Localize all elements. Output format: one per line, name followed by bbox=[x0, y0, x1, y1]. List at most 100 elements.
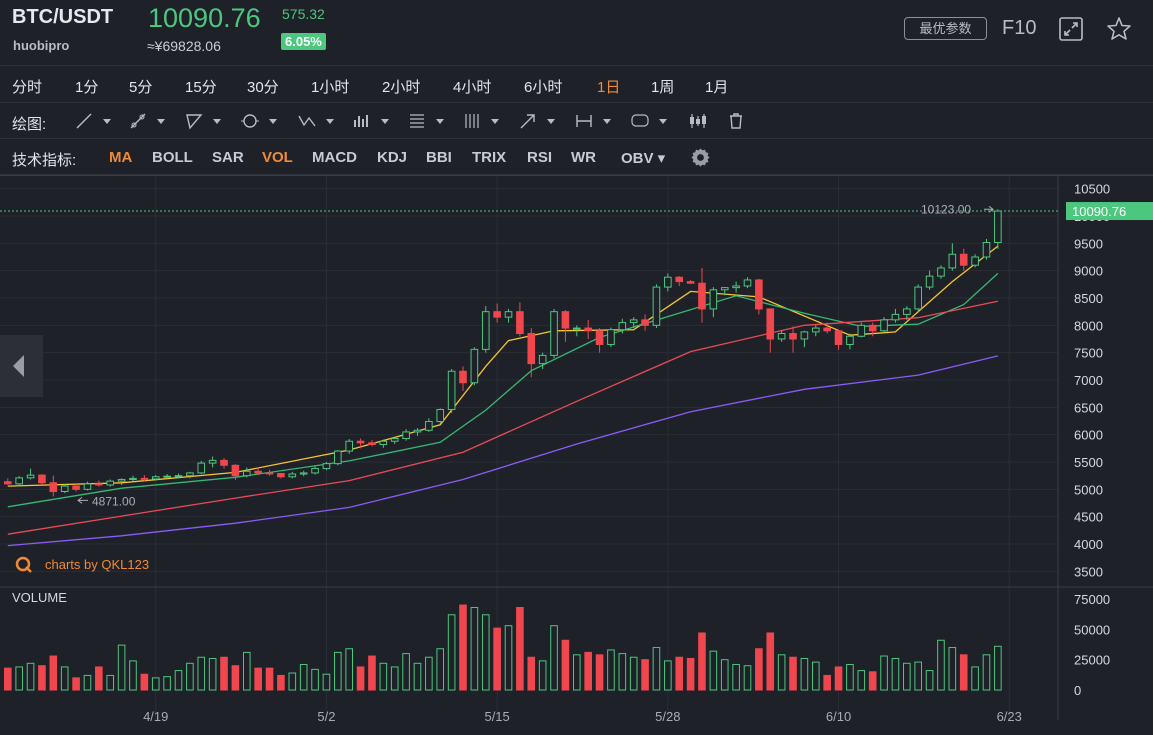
label-tool-icon[interactable] bbox=[630, 111, 670, 131]
collapse-sidebar-button[interactable] bbox=[0, 335, 43, 397]
volume-bar bbox=[811, 661, 820, 691]
candle-body bbox=[618, 322, 627, 331]
candle-body bbox=[868, 324, 877, 332]
volume-bar bbox=[390, 666, 399, 691]
candle-body bbox=[595, 330, 604, 345]
volume-bar bbox=[834, 666, 843, 691]
candle-body bbox=[800, 331, 809, 340]
candle-body bbox=[664, 276, 672, 288]
timeframe-11[interactable]: 1月 bbox=[705, 79, 729, 96]
zigzag-tool-icon[interactable] bbox=[297, 111, 337, 131]
volume-bar bbox=[436, 648, 445, 691]
y-tick-label: 9000 bbox=[1074, 264, 1103, 279]
timeframe-7[interactable]: 4小时 bbox=[453, 79, 492, 96]
arrow-tool-icon[interactable] bbox=[518, 111, 558, 131]
ma-line-ma5 bbox=[7, 245, 999, 487]
qkl-logo-tail bbox=[25, 566, 32, 573]
candle-body bbox=[197, 462, 206, 474]
indicator-kdj[interactable]: KDJ bbox=[377, 149, 408, 166]
candle-body bbox=[402, 431, 410, 439]
timeframe-9[interactable]: 1日 bbox=[597, 79, 621, 96]
volume-bar bbox=[686, 657, 695, 691]
triangle-tool-icon[interactable] bbox=[184, 111, 224, 131]
line-tool-icon[interactable] bbox=[74, 111, 114, 131]
indicator-vol[interactable]: VOL bbox=[262, 149, 293, 166]
indicator-ma[interactable]: MA bbox=[109, 149, 133, 166]
trash-icon[interactable] bbox=[726, 111, 746, 131]
timeframe-4[interactable]: 30分 bbox=[247, 79, 279, 96]
y-tick-label: 6500 bbox=[1074, 400, 1103, 415]
candle-body bbox=[607, 329, 615, 345]
timeframe-6[interactable]: 2小时 bbox=[382, 79, 421, 96]
volume-bar bbox=[368, 655, 376, 691]
price-chart[interactable]: 1050010000950090008500800075007000650060… bbox=[0, 175, 1153, 735]
candle-body bbox=[322, 463, 331, 470]
candle-body bbox=[481, 311, 490, 350]
candle-body bbox=[516, 311, 524, 335]
chevron-left-icon bbox=[13, 355, 24, 377]
timeframe-0[interactable]: 分时 bbox=[12, 79, 43, 96]
current-price-badge bbox=[1066, 202, 1153, 221]
price-cny: ≈¥69828.06 bbox=[147, 38, 221, 54]
gear-icon[interactable] bbox=[690, 147, 711, 168]
candle-body bbox=[834, 330, 843, 345]
candle-body bbox=[379, 440, 388, 446]
volume-bar bbox=[868, 671, 877, 691]
volume-bar bbox=[959, 654, 968, 691]
timeframe-8[interactable]: 6小时 bbox=[524, 79, 563, 96]
candle-body bbox=[208, 459, 217, 464]
indicator-rsi[interactable]: RSI bbox=[527, 149, 553, 166]
timeframe-3[interactable]: 15分 bbox=[185, 79, 217, 96]
volume-bar bbox=[38, 665, 46, 691]
indicator-trix[interactable]: TRIX bbox=[472, 149, 507, 166]
fullscreen-icon[interactable] bbox=[1058, 16, 1084, 42]
candle-body bbox=[732, 285, 740, 289]
volume-bar bbox=[698, 632, 706, 691]
indicator-obv[interactable]: OBV ▾ bbox=[621, 150, 666, 167]
candle-body bbox=[72, 485, 80, 490]
volume-bar bbox=[516, 606, 524, 691]
ray-tool-icon[interactable] bbox=[128, 111, 168, 131]
candle-body bbox=[83, 483, 92, 490]
timeframe-2[interactable]: 5分 bbox=[129, 79, 153, 96]
y-tick-label: 10500 bbox=[1074, 182, 1110, 197]
candle-body bbox=[914, 286, 923, 310]
best-params-button[interactable]: 最优参数 bbox=[904, 17, 987, 40]
pattern-tool-icon[interactable] bbox=[352, 111, 392, 131]
candle-body bbox=[766, 308, 775, 340]
candle-body bbox=[242, 470, 251, 477]
volume-bar bbox=[880, 655, 888, 691]
measure-tool-icon[interactable] bbox=[574, 111, 614, 131]
volume-bar bbox=[254, 667, 262, 691]
y-tick-label: 8500 bbox=[1074, 291, 1103, 306]
candle-body bbox=[709, 289, 718, 310]
volume-bar bbox=[413, 662, 422, 691]
indicator-wr[interactable]: WR bbox=[571, 149, 596, 166]
timeframe-5[interactable]: 1小时 bbox=[311, 79, 350, 96]
candle-body bbox=[720, 287, 729, 291]
high-marker-arrow bbox=[984, 205, 994, 213]
candle-body bbox=[527, 333, 536, 365]
circle-tool-icon[interactable] bbox=[240, 111, 280, 131]
high-marker-label: 10123.00 bbox=[921, 202, 971, 216]
volume-bar bbox=[595, 654, 604, 691]
indicator-bbi[interactable]: BBI bbox=[426, 149, 452, 166]
candle-body bbox=[345, 440, 353, 452]
timeframe-1[interactable]: 1分 bbox=[75, 79, 99, 96]
gann-tool-icon[interactable] bbox=[462, 111, 502, 131]
volume-bar bbox=[447, 614, 456, 691]
timeframe-10[interactable]: 1周 bbox=[651, 79, 675, 96]
indicator-sar[interactable]: SAR bbox=[212, 149, 244, 166]
candle-body bbox=[584, 327, 592, 332]
fibonacci-tool-icon[interactable] bbox=[407, 111, 447, 131]
candle-body bbox=[755, 279, 763, 310]
candle-settings-icon[interactable] bbox=[688, 111, 708, 131]
volume-bar bbox=[174, 670, 183, 691]
favorite-star-icon[interactable] bbox=[1105, 15, 1133, 43]
candle-body bbox=[641, 319, 649, 326]
volume-bar bbox=[914, 661, 923, 691]
indicator-boll[interactable]: BOLL bbox=[152, 149, 193, 166]
f10-button[interactable]: F10 bbox=[1002, 17, 1037, 39]
candle-body bbox=[459, 370, 467, 384]
indicator-macd[interactable]: MACD bbox=[312, 149, 357, 166]
